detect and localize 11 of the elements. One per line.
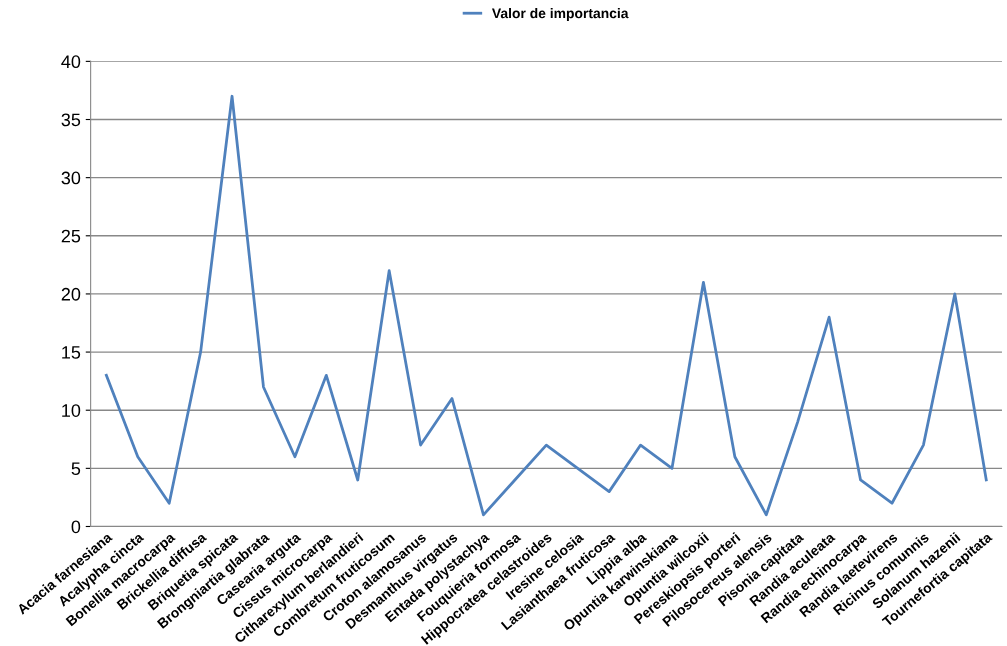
y-tick-label: 0 [71, 520, 81, 534]
y-tick-label: 20 [61, 287, 81, 301]
legend-label: Valor de importancia [491, 8, 629, 21]
line-series [104, 94, 988, 517]
y-tick-label: 10 [62, 404, 81, 417]
y-tick-label: 35 [61, 113, 81, 127]
y-tick-label: 5 [71, 462, 81, 476]
y-tick-label: 25 [61, 229, 81, 243]
y-tick-label: 40 [61, 55, 81, 69]
y-tick-label: 15 [62, 346, 81, 359]
y-tick-label: 30 [61, 171, 81, 185]
